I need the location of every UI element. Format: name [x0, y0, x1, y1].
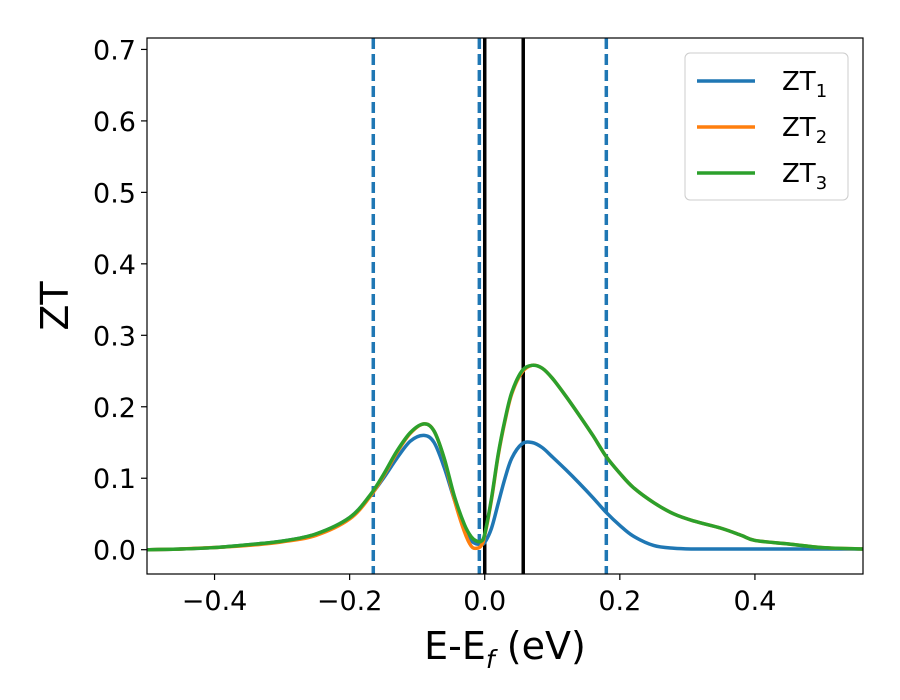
- plot-frame: [146, 37, 864, 575]
- legend: ZT1 ZT2 ZT3: [684, 52, 849, 201]
- series-lines: [147, 363, 863, 552]
- legend-label-zt1: ZT1: [782, 67, 827, 102]
- x-axis-label: E-Ef (eV): [424, 624, 586, 674]
- series-line-zt3: [147, 363, 863, 552]
- legend-label-zt2: ZT2: [782, 113, 827, 148]
- x-tick-label: 0.0: [463, 586, 506, 617]
- x-tick-label: 0.4: [733, 586, 776, 617]
- y-tick-label: 0.1: [93, 464, 136, 495]
- x-tick-label: −0.4: [182, 586, 248, 617]
- x-axis-ticks: −0.4 −0.2 0.0 0.2 0.4: [182, 574, 776, 617]
- y-tick-label: 0.4: [93, 250, 136, 281]
- y-tick-label: 0.5: [93, 178, 136, 209]
- y-axis-ticks: 0.0 0.1 0.2 0.3 0.4 0.5 0.6 0.7: [93, 35, 147, 567]
- y-tick-label: 0.2: [93, 393, 136, 424]
- y-tick-label: 0.6: [93, 107, 136, 138]
- reference-lines: [371, 38, 609, 574]
- x-tick-label: 0.2: [598, 586, 641, 617]
- y-tick-label: 0.7: [93, 35, 136, 66]
- x-axis-label-unit: (eV): [495, 624, 586, 668]
- legend-box: [684, 52, 849, 201]
- x-axis-label-main: E-E: [424, 624, 486, 668]
- y-axis-label: ZT: [33, 281, 77, 331]
- x-tick-label: −0.2: [317, 586, 383, 617]
- legend-label-zt3: ZT3: [782, 159, 827, 194]
- y-tick-label: 0.3: [93, 321, 136, 352]
- y-tick-label: 0.0: [93, 536, 136, 567]
